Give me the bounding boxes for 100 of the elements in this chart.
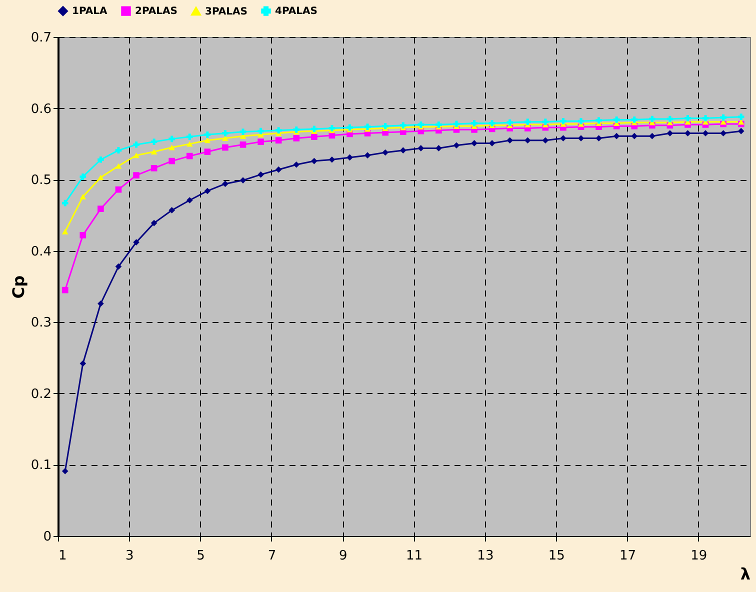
x-tick-label: 17 xyxy=(619,548,636,564)
point xyxy=(115,147,122,154)
y-tick-label: 0.1 xyxy=(30,458,52,474)
point xyxy=(328,125,336,132)
point xyxy=(648,116,656,122)
point xyxy=(204,188,211,194)
x-axis-title: λ xyxy=(740,564,750,584)
point xyxy=(648,132,656,140)
point xyxy=(168,207,176,214)
point xyxy=(258,171,264,178)
point xyxy=(168,136,176,142)
point xyxy=(186,141,193,147)
point xyxy=(328,156,336,163)
point xyxy=(738,114,744,120)
point xyxy=(258,138,264,145)
point xyxy=(524,137,531,144)
point xyxy=(133,172,140,178)
point xyxy=(560,135,566,142)
point xyxy=(311,158,318,164)
point xyxy=(346,154,353,161)
point xyxy=(631,116,638,123)
legend-label: 2PALAS xyxy=(135,6,178,18)
point xyxy=(684,115,691,122)
point xyxy=(382,122,388,130)
point xyxy=(293,126,300,133)
x-tick-label: 13 xyxy=(477,548,494,564)
y-tick-label: 0 xyxy=(43,530,52,544)
point xyxy=(293,161,300,168)
point xyxy=(204,148,211,155)
point xyxy=(275,137,282,144)
y-axis-title: Cp xyxy=(8,275,28,299)
point xyxy=(311,134,318,140)
point xyxy=(133,141,140,148)
point xyxy=(62,286,68,294)
x-tick-label: 9 xyxy=(338,548,348,564)
point xyxy=(62,468,68,474)
point xyxy=(702,115,709,122)
point xyxy=(150,165,158,172)
point xyxy=(240,177,246,184)
point xyxy=(186,134,193,140)
x-tick-label: 1 xyxy=(58,548,67,564)
point xyxy=(168,158,176,164)
y-tick-label: 0.3 xyxy=(30,316,52,331)
point xyxy=(631,132,638,140)
point xyxy=(275,127,282,134)
legend-label: 1PALA xyxy=(72,6,108,18)
point xyxy=(133,152,140,158)
point xyxy=(115,263,122,270)
point xyxy=(240,128,246,135)
point xyxy=(364,152,371,158)
point xyxy=(542,137,549,144)
point xyxy=(150,149,158,155)
point xyxy=(150,220,158,226)
point xyxy=(578,118,584,124)
point xyxy=(80,360,86,367)
legend-label: 4PALAS xyxy=(275,6,318,18)
point xyxy=(613,132,620,140)
y-tick-label: 0.5 xyxy=(30,173,52,188)
point xyxy=(400,147,406,154)
point xyxy=(222,144,228,151)
point xyxy=(382,149,388,156)
point xyxy=(666,116,674,122)
x-tick-label: 19 xyxy=(690,548,708,564)
point xyxy=(436,145,442,152)
legend-label: 3PALAS xyxy=(205,6,248,18)
point xyxy=(542,118,549,125)
point xyxy=(471,140,478,146)
x-tick-label: 3 xyxy=(126,548,134,564)
point xyxy=(453,142,460,149)
point xyxy=(293,135,300,142)
point xyxy=(346,124,353,131)
x-tick-label: 15 xyxy=(548,548,565,564)
y-tick-label: 0.2 xyxy=(30,386,52,402)
point xyxy=(702,130,709,136)
point xyxy=(418,145,424,152)
point xyxy=(62,200,68,206)
point xyxy=(222,130,228,136)
point xyxy=(222,180,228,188)
point xyxy=(80,174,86,180)
y-tick-label: 0.7 xyxy=(30,30,52,46)
point xyxy=(613,116,620,123)
x-tick-label: 11 xyxy=(406,548,423,564)
point xyxy=(400,122,406,129)
point xyxy=(488,120,496,126)
point xyxy=(418,122,424,128)
point xyxy=(684,130,691,136)
point xyxy=(506,137,514,144)
point xyxy=(311,126,318,132)
point xyxy=(488,140,496,146)
point xyxy=(436,122,442,128)
point xyxy=(275,166,282,173)
point xyxy=(186,152,193,160)
point xyxy=(204,132,211,138)
point xyxy=(98,300,104,307)
point xyxy=(80,194,86,200)
x-tick-label: 7 xyxy=(268,548,276,564)
point xyxy=(453,120,460,128)
point xyxy=(666,130,674,136)
y-tick-label: 0.4 xyxy=(30,244,52,260)
point xyxy=(738,128,744,134)
